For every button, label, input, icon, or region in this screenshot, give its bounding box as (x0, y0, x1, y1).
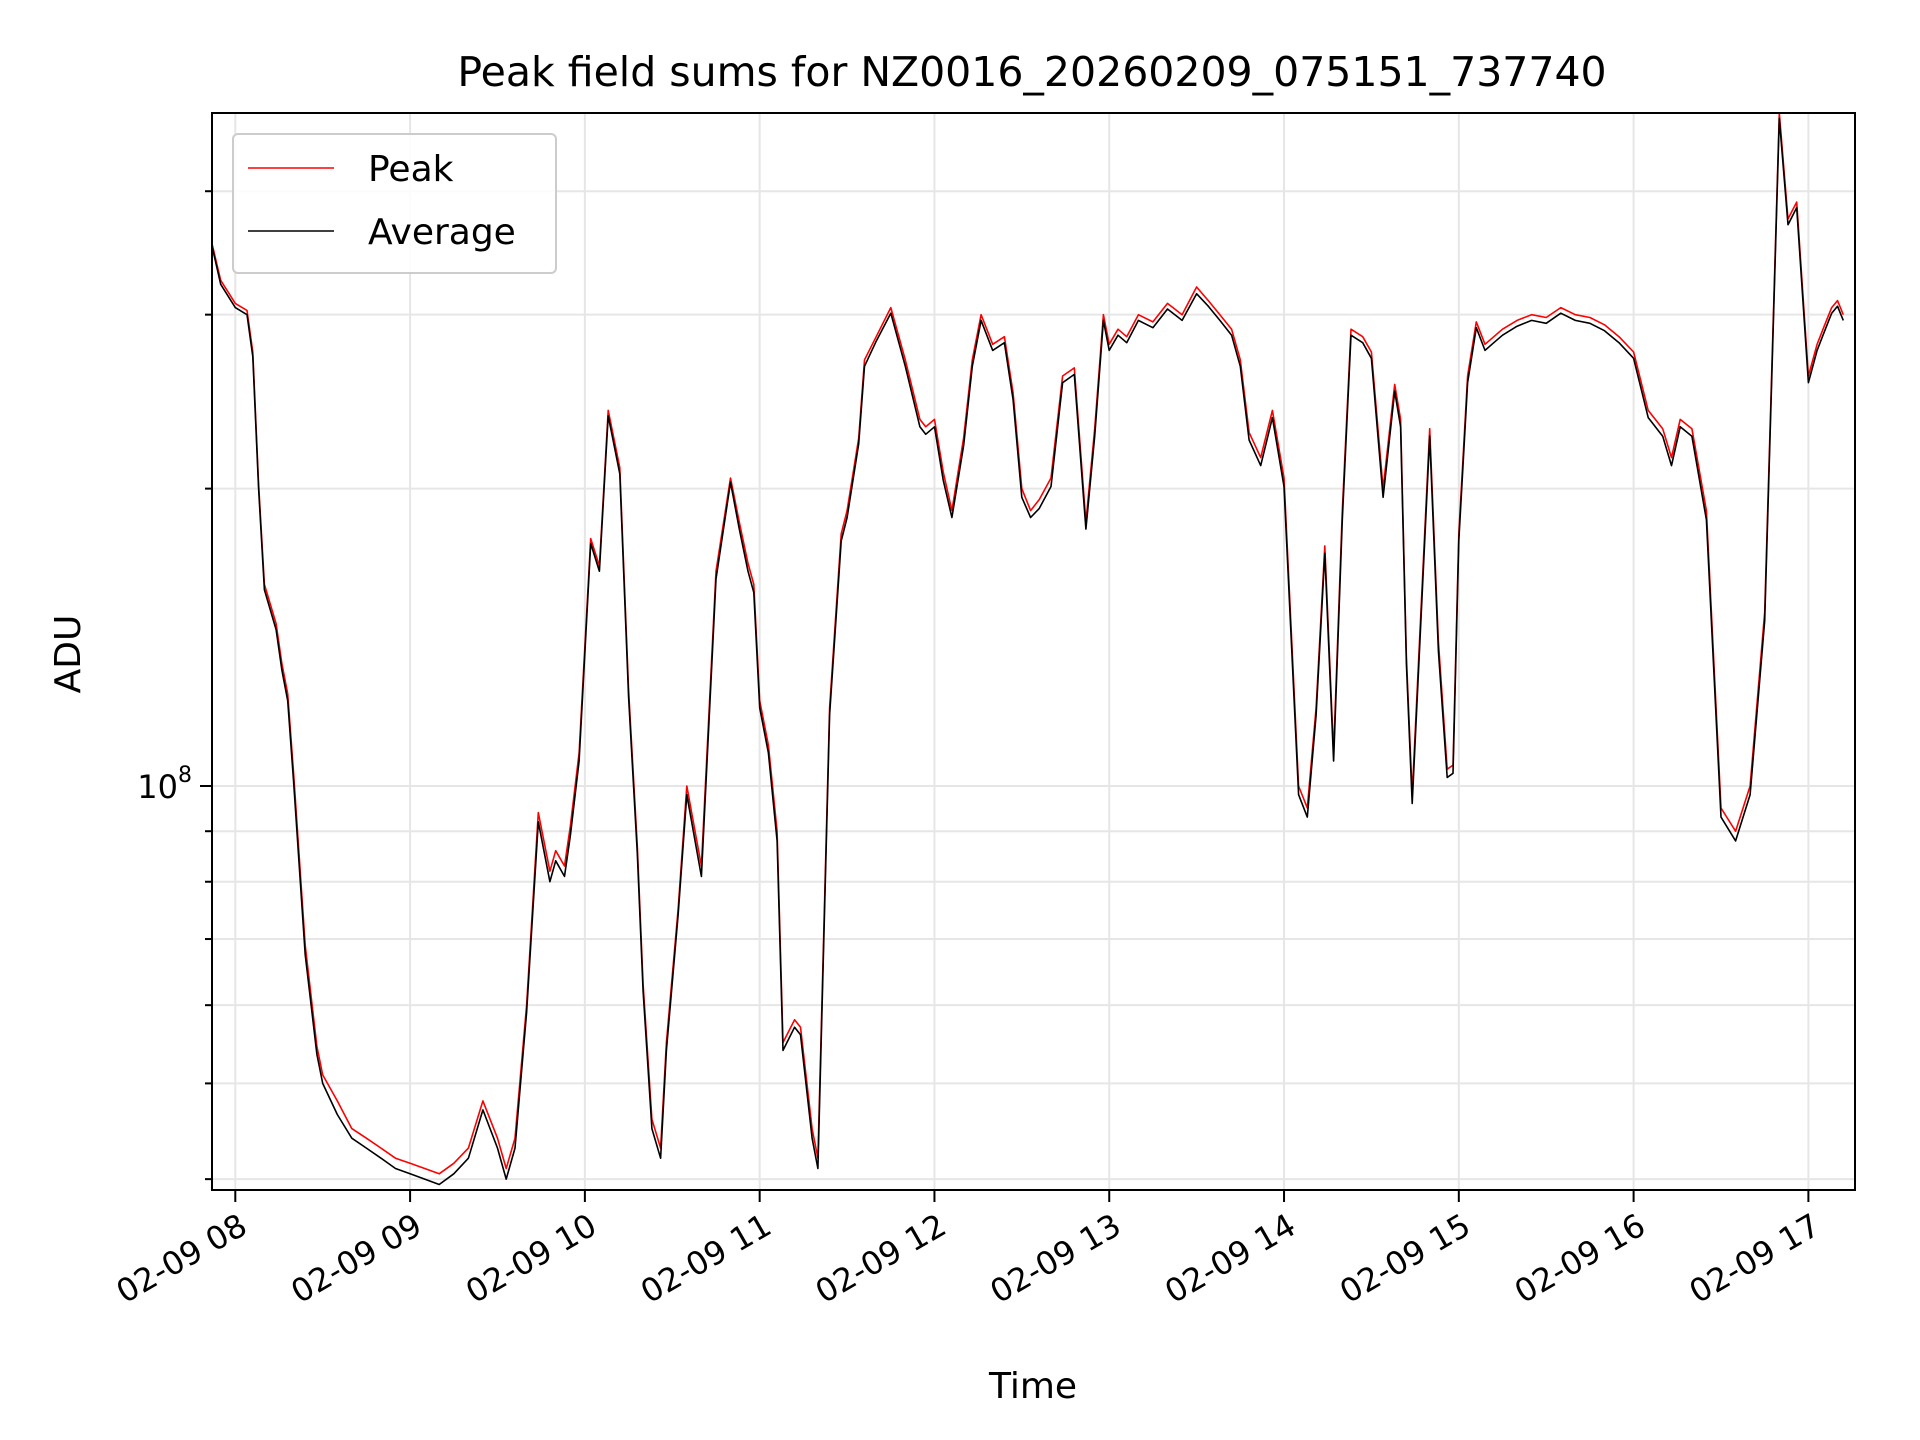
series-line-average (211, 117, 1845, 1186)
y-axis: 108 (137, 190, 212, 1181)
y-tick-label: 108 (137, 763, 192, 806)
legend-label: Average (368, 212, 516, 253)
plot-frame (211, 112, 1856, 1191)
y-axis-label: ADU (48, 615, 89, 694)
grid-lines (212, 113, 1855, 1190)
chart-title: Peak field sums for NZ0016_20260209_0751… (457, 48, 1606, 96)
plot-series (211, 112, 1845, 1186)
legend-label: Peak (368, 149, 454, 190)
x-axis-label: Time (988, 1366, 1077, 1407)
legend: Peak Average (232, 133, 557, 274)
series-line-peak (211, 112, 1845, 1175)
